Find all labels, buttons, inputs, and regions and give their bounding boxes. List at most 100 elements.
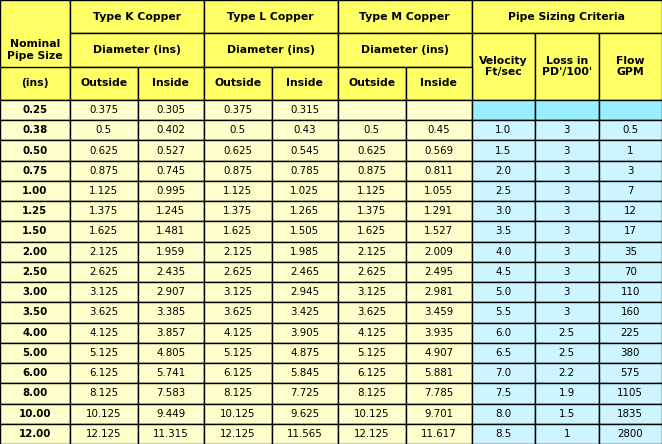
Text: 12: 12 xyxy=(624,206,637,216)
Bar xyxy=(598,302,662,322)
Text: 3: 3 xyxy=(563,226,570,237)
Text: 12.125: 12.125 xyxy=(354,429,389,439)
Text: 160: 160 xyxy=(620,307,640,317)
Text: 2.981: 2.981 xyxy=(424,287,453,297)
Bar xyxy=(272,343,338,363)
Bar xyxy=(272,262,338,282)
Text: 3.50: 3.50 xyxy=(23,307,48,317)
Bar xyxy=(535,404,598,424)
Bar xyxy=(338,161,406,181)
Bar xyxy=(70,242,138,262)
Text: 0.875: 0.875 xyxy=(357,166,386,176)
Bar xyxy=(272,302,338,322)
Text: 575: 575 xyxy=(620,368,640,378)
Bar xyxy=(471,343,535,363)
Bar xyxy=(471,181,535,201)
Text: 12.125: 12.125 xyxy=(220,429,256,439)
Text: 3.385: 3.385 xyxy=(156,307,185,317)
Bar xyxy=(138,383,204,404)
Bar xyxy=(0,181,70,201)
Text: 4.00: 4.00 xyxy=(23,328,48,338)
Text: Flow
GPM: Flow GPM xyxy=(616,56,645,77)
Text: 1.5: 1.5 xyxy=(495,146,512,155)
Text: 5.125: 5.125 xyxy=(357,348,386,358)
Bar xyxy=(406,322,471,343)
Bar xyxy=(272,424,338,444)
Bar xyxy=(138,363,204,383)
Bar xyxy=(204,100,272,120)
Bar xyxy=(138,181,204,201)
Text: 2.125: 2.125 xyxy=(89,247,118,257)
Text: 10.125: 10.125 xyxy=(354,408,389,419)
Text: 0.375: 0.375 xyxy=(89,105,118,115)
Text: 2.625: 2.625 xyxy=(357,267,386,277)
Bar xyxy=(338,242,406,262)
Text: 1.375: 1.375 xyxy=(89,206,118,216)
Bar xyxy=(272,201,338,222)
Text: 0.875: 0.875 xyxy=(223,166,252,176)
Text: 1.245: 1.245 xyxy=(156,206,185,216)
Text: 1105: 1105 xyxy=(618,388,643,398)
Bar xyxy=(272,120,338,140)
Text: 0.5: 0.5 xyxy=(96,125,112,135)
Text: 5.00: 5.00 xyxy=(23,348,48,358)
Bar xyxy=(338,424,406,444)
Bar xyxy=(0,404,70,424)
Bar xyxy=(204,302,272,322)
Text: 0.5: 0.5 xyxy=(230,125,246,135)
Bar xyxy=(204,262,272,282)
Bar xyxy=(204,0,338,33)
Bar xyxy=(70,383,138,404)
Text: 9.625: 9.625 xyxy=(290,408,319,419)
Bar xyxy=(70,0,204,33)
Text: 1.985: 1.985 xyxy=(290,247,319,257)
Bar xyxy=(598,222,662,242)
Bar xyxy=(138,322,204,343)
Bar xyxy=(70,262,138,282)
Text: 8.5: 8.5 xyxy=(495,429,512,439)
Text: 1.125: 1.125 xyxy=(223,186,252,196)
Text: 110: 110 xyxy=(620,287,640,297)
Bar xyxy=(204,282,272,302)
Bar xyxy=(471,0,662,33)
Text: 2.907: 2.907 xyxy=(156,287,185,297)
Bar xyxy=(598,282,662,302)
Text: 7.583: 7.583 xyxy=(156,388,185,398)
Text: Inside: Inside xyxy=(286,78,323,88)
Text: 0.527: 0.527 xyxy=(156,146,185,155)
Bar xyxy=(471,120,535,140)
Bar xyxy=(0,343,70,363)
Bar xyxy=(70,404,138,424)
Bar xyxy=(70,222,138,242)
Text: 0.625: 0.625 xyxy=(223,146,252,155)
Text: 1.0: 1.0 xyxy=(495,125,511,135)
Bar xyxy=(138,201,204,222)
Bar xyxy=(471,140,535,161)
Bar xyxy=(471,201,535,222)
Bar xyxy=(70,282,138,302)
Bar xyxy=(406,282,471,302)
Bar xyxy=(138,120,204,140)
Text: 3.625: 3.625 xyxy=(357,307,386,317)
Bar xyxy=(338,302,406,322)
Text: 10.00: 10.00 xyxy=(19,408,51,419)
Text: 1.959: 1.959 xyxy=(156,247,185,257)
Bar xyxy=(406,302,471,322)
Text: 1.25: 1.25 xyxy=(23,206,48,216)
Text: 6.5: 6.5 xyxy=(495,348,512,358)
Bar xyxy=(406,343,471,363)
Bar xyxy=(471,100,535,120)
Bar xyxy=(598,383,662,404)
Text: 3: 3 xyxy=(563,186,570,196)
Text: 1.481: 1.481 xyxy=(156,226,185,237)
Text: 1.125: 1.125 xyxy=(89,186,118,196)
Text: 9.701: 9.701 xyxy=(424,408,453,419)
Text: 7.0: 7.0 xyxy=(495,368,511,378)
Text: 1.265: 1.265 xyxy=(290,206,319,216)
Bar xyxy=(0,161,70,181)
Text: 1: 1 xyxy=(563,429,570,439)
Text: 0.38: 0.38 xyxy=(23,125,48,135)
Bar xyxy=(406,67,471,100)
Bar xyxy=(535,343,598,363)
Bar xyxy=(406,424,471,444)
